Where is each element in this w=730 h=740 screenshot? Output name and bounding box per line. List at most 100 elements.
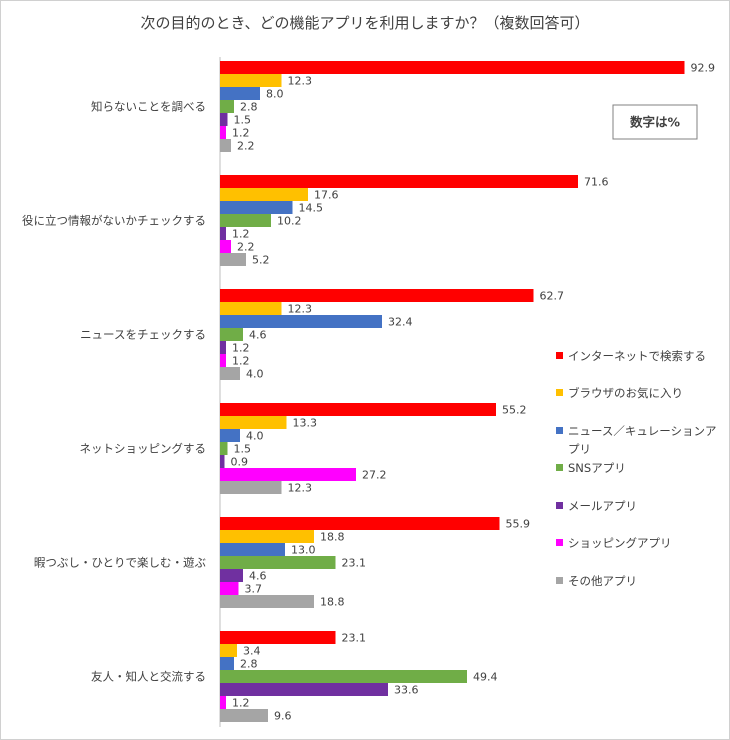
bar [220, 341, 226, 354]
bar [220, 455, 225, 468]
bar [220, 302, 282, 315]
legend-entry: ニュース／キュレーションアプリ [568, 424, 716, 456]
bar [220, 543, 285, 556]
legend-swatch [556, 502, 563, 509]
legend-entry: メールアプリ [568, 499, 637, 513]
data-label: 12.3 [288, 303, 313, 316]
data-label: 27.2 [362, 469, 387, 482]
data-label: 4.6 [249, 570, 267, 583]
category-label: 知らないことを調べる [91, 100, 206, 114]
data-label: 3.7 [245, 583, 263, 596]
bar [220, 517, 500, 530]
bar [220, 354, 226, 367]
legend-swatch [556, 389, 563, 396]
data-label: 62.7 [540, 290, 565, 303]
bar [220, 569, 243, 582]
legend-entry: SNSアプリ [568, 461, 626, 475]
data-label: 1.2 [232, 342, 250, 355]
data-label: 0.9 [231, 456, 249, 469]
bar [220, 595, 314, 608]
bar [220, 139, 231, 152]
bar [220, 74, 282, 87]
data-label: 4.0 [246, 430, 264, 443]
category-label: 役に立つ情報がないかチェックする [22, 214, 206, 228]
bar [220, 683, 388, 696]
data-label: 1.2 [232, 228, 250, 241]
bar [220, 87, 260, 100]
data-label: 55.2 [502, 404, 527, 417]
data-label: 92.9 [691, 62, 716, 75]
data-label: 13.0 [291, 544, 316, 557]
legend-entry: その他アプリ [568, 574, 637, 588]
data-label: 23.1 [342, 557, 367, 570]
bar [220, 468, 356, 481]
bar [220, 416, 287, 429]
bar [220, 214, 271, 227]
bar [220, 175, 578, 188]
bar [220, 188, 308, 201]
data-label: 14.5 [299, 202, 324, 215]
bar [220, 100, 234, 113]
bar [220, 709, 268, 722]
data-label: 18.8 [320, 596, 345, 609]
bar [220, 696, 226, 709]
data-label: 17.6 [314, 189, 339, 202]
data-label: 3.4 [243, 645, 261, 658]
data-label: 9.6 [274, 710, 292, 723]
legend-entry: ブラウザのお気に入り [568, 386, 683, 400]
data-label: 12.3 [288, 482, 313, 495]
data-label: 5.2 [252, 254, 270, 267]
note-box: 数字は% [612, 104, 698, 140]
bar [220, 367, 240, 380]
legend-swatch [556, 464, 563, 471]
bar [220, 556, 336, 569]
bar [220, 126, 226, 139]
data-label: 2.2 [237, 140, 255, 153]
bar [220, 429, 240, 442]
bar [220, 253, 246, 266]
data-label: 23.1 [342, 632, 367, 645]
data-label: 2.8 [240, 101, 258, 114]
data-label: 71.6 [584, 176, 609, 189]
data-label: 49.4 [473, 671, 498, 684]
data-label: 32.4 [388, 316, 413, 329]
bar [220, 113, 228, 126]
data-label: 1.2 [232, 355, 250, 368]
bar [220, 481, 282, 494]
data-label: 1.2 [232, 127, 250, 140]
legend-swatch [556, 577, 563, 584]
plot-area: 知らないことを調べる92.912.38.02.81.51.22.2役に立つ情報が… [22, 57, 715, 727]
category-label: 暇つぶし・ひとりで楽しむ・遊ぶ [34, 556, 207, 570]
data-label: 1.2 [232, 697, 250, 710]
category-label: 友人・知人と交流する [91, 670, 206, 684]
bar [220, 61, 685, 74]
chart-title: 次の目的のとき、どの機能アプリを利用しますか？（複数回答可） [141, 14, 590, 32]
data-label: 2.2 [237, 241, 255, 254]
data-label: 13.3 [293, 417, 318, 430]
category-label: ネットショッピングする [80, 442, 207, 456]
legend-entry: ショッピングアプリ [568, 536, 672, 550]
data-label: 4.6 [249, 329, 267, 342]
data-label: 33.6 [394, 684, 419, 697]
bar [220, 240, 231, 253]
bar [220, 582, 239, 595]
bar [220, 328, 243, 341]
bar [220, 227, 226, 240]
category-label: ニュースをチェックする [80, 328, 206, 342]
data-label: 2.8 [240, 658, 258, 671]
legend-swatch [556, 539, 563, 546]
bar [220, 644, 237, 657]
data-label: 10.2 [277, 215, 302, 228]
bar [220, 631, 336, 644]
bar [220, 315, 382, 328]
data-label: 8.0 [266, 88, 284, 101]
data-label: 1.5 [234, 443, 252, 456]
bar [220, 442, 228, 455]
bar [220, 289, 534, 302]
data-label: 12.3 [288, 75, 313, 88]
data-label: 1.5 [234, 114, 252, 127]
bar [220, 530, 314, 543]
